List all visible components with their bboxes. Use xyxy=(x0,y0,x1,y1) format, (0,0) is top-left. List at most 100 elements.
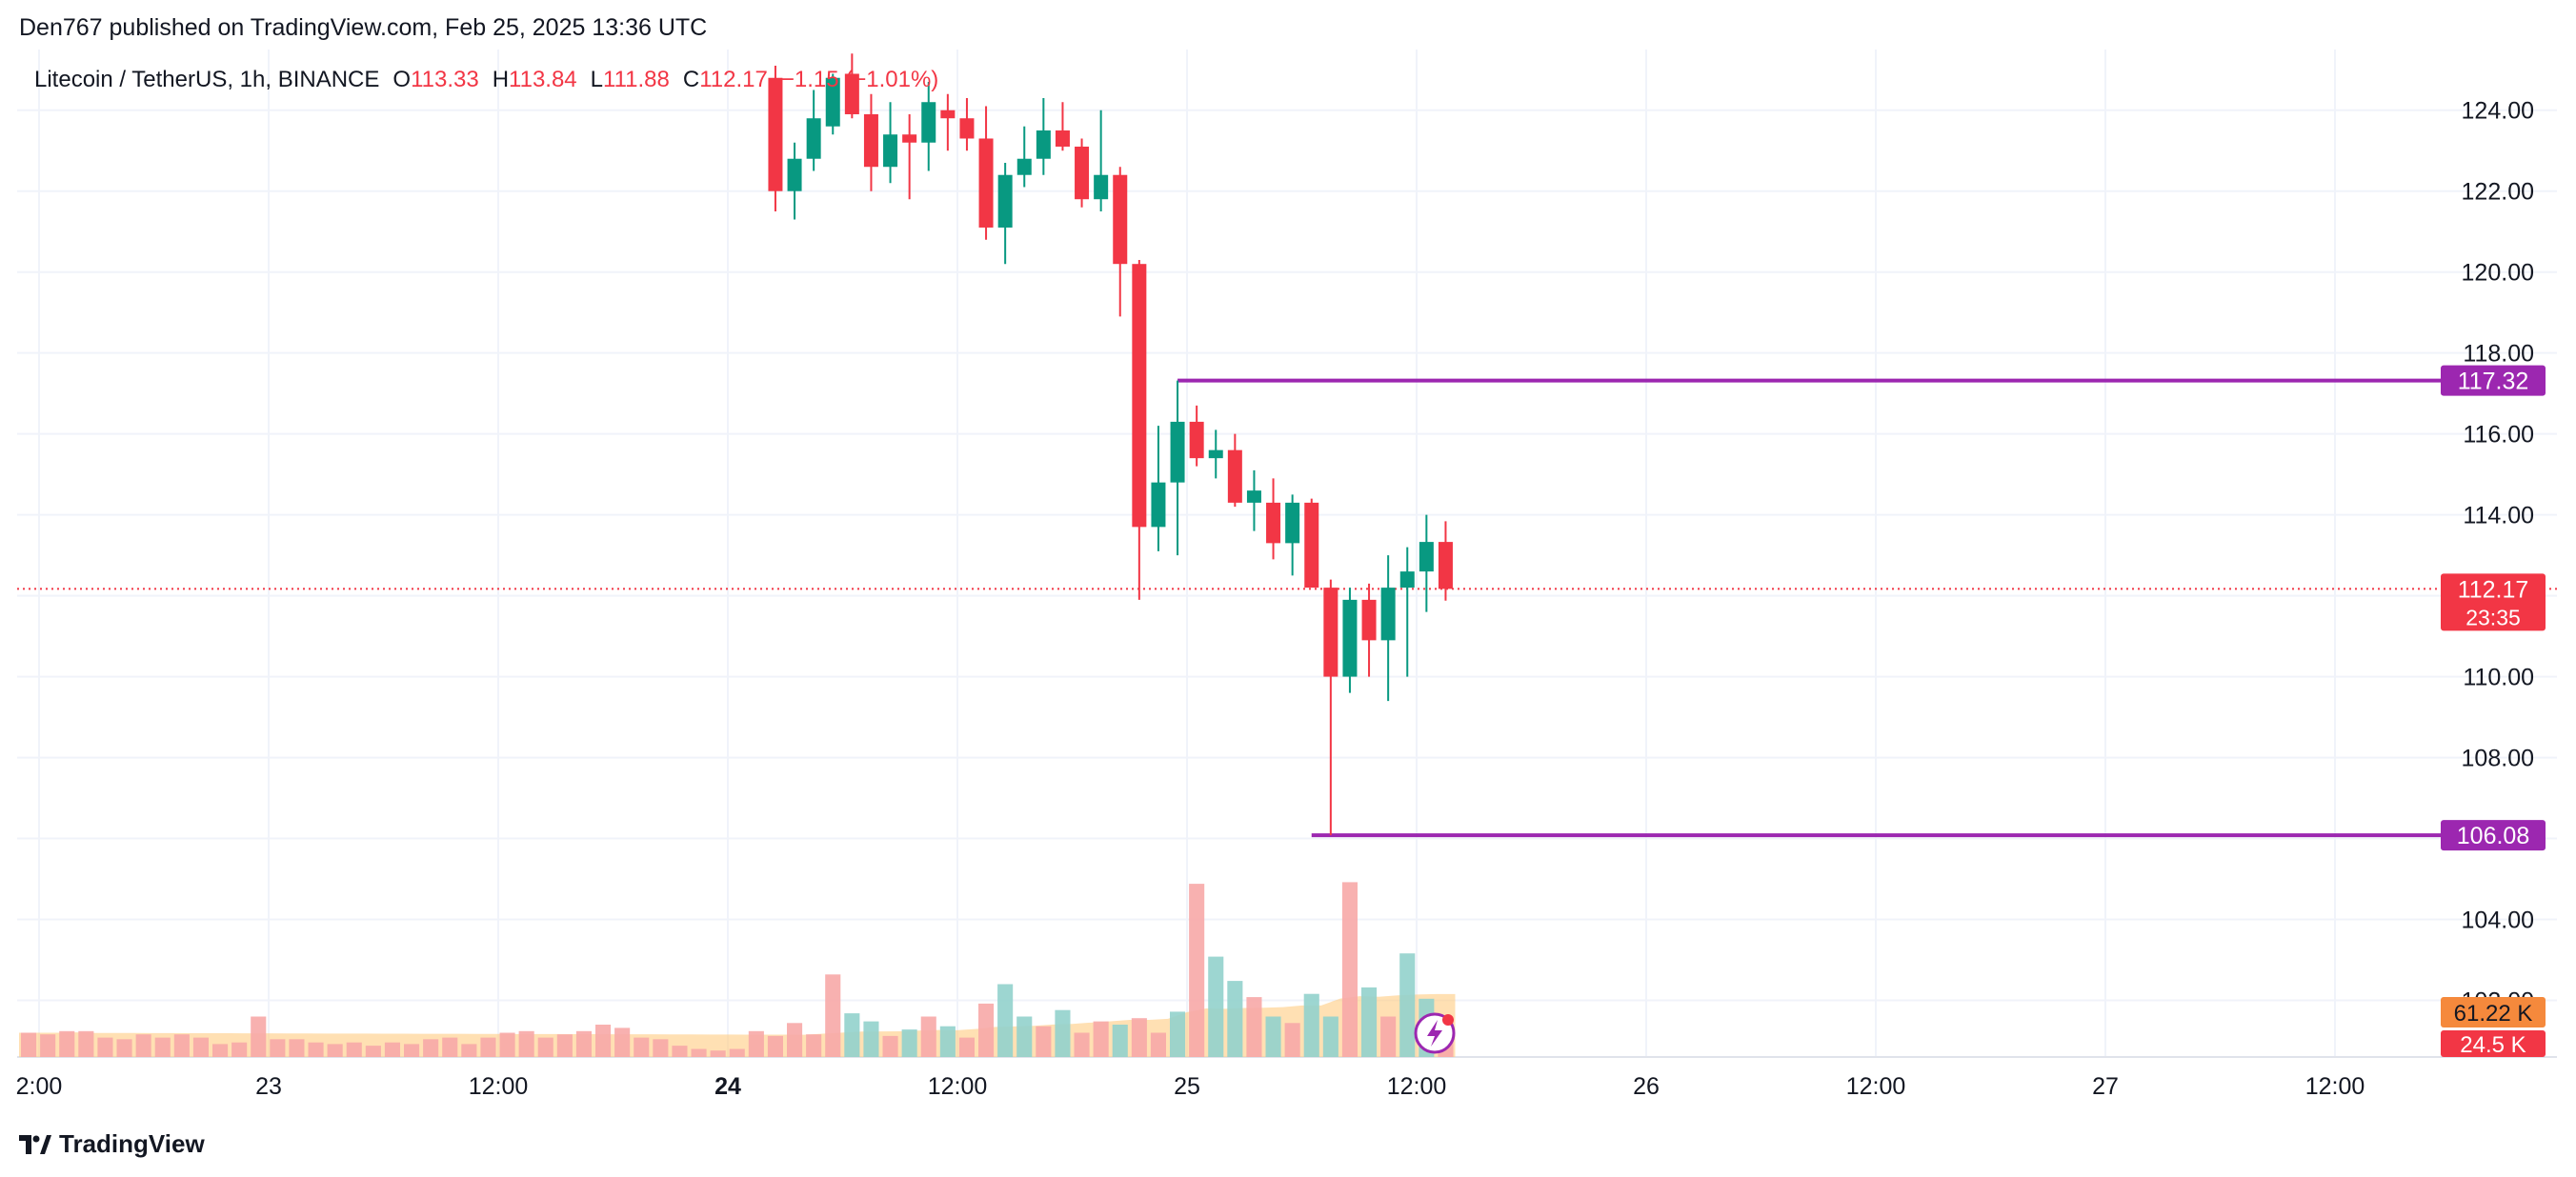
volume-bar xyxy=(78,1030,94,1057)
volume-bar xyxy=(729,1048,745,1057)
volume-bar xyxy=(404,1044,420,1057)
volume-bar xyxy=(882,1035,898,1057)
candle-body xyxy=(1380,588,1396,641)
volume-bar xyxy=(1246,997,1262,1057)
volume-bar xyxy=(710,1050,726,1057)
candles xyxy=(768,53,1453,836)
high-label: H xyxy=(492,67,510,92)
replay-lightning-icon[interactable] xyxy=(1414,1012,1456,1054)
volume-bar xyxy=(997,984,1014,1057)
price-tick-label: 108.00 xyxy=(2462,746,2534,772)
volume-bar xyxy=(575,1030,592,1057)
volume-bar xyxy=(346,1042,362,1057)
candle-body xyxy=(1304,502,1319,588)
candle-body xyxy=(1285,502,1300,544)
change-value: −1.15 (−1.01%) xyxy=(780,67,939,92)
volume-bar xyxy=(1055,1009,1071,1057)
volume-bar xyxy=(499,1032,515,1057)
volume-bar xyxy=(1208,956,1224,1057)
volume-bar xyxy=(251,1016,267,1057)
volume-bar xyxy=(1227,981,1243,1057)
candle-body xyxy=(921,102,936,143)
volume-bar xyxy=(1093,1021,1109,1057)
candle-body xyxy=(1323,588,1338,677)
volume-last-badge xyxy=(2441,1030,2546,1057)
candle-body xyxy=(1266,502,1281,544)
volume-bar xyxy=(1322,1016,1338,1057)
volume-bar xyxy=(1265,1016,1281,1057)
volume-last-text: 24.5 K xyxy=(2460,1032,2526,1058)
time-tick-label: 12:00 xyxy=(2305,1073,2365,1100)
resistance-price-text: 117.32 xyxy=(2458,369,2529,395)
chart-grid xyxy=(17,50,2557,1058)
open-label: O xyxy=(392,67,412,92)
symbol-legend[interactable]: Litecoin / TetherUS, 1h, BINANCE O 113.33… xyxy=(34,67,938,93)
price-axis[interactable]: 124.00122.00120.00118.00116.00114.00112.… xyxy=(2462,98,2534,1015)
volume-bar xyxy=(978,1003,995,1057)
time-tick-label: 27 xyxy=(2092,1073,2119,1100)
price-tick-label: 118.00 xyxy=(2463,341,2534,368)
volume-bar xyxy=(40,1034,56,1057)
volume-bar xyxy=(691,1048,707,1057)
candle-body xyxy=(1189,421,1204,459)
volume-bar xyxy=(135,1034,151,1057)
volume-bar xyxy=(1341,882,1358,1057)
time-tick-label: 12:00 xyxy=(1387,1073,1447,1100)
high-value: 113.84 xyxy=(509,67,577,92)
price-tick-label: 114.00 xyxy=(2463,503,2534,529)
open-value: 113.33 xyxy=(411,67,479,92)
candle-body xyxy=(1151,482,1166,528)
volume-bar xyxy=(748,1030,764,1057)
volume-bar xyxy=(116,1039,132,1057)
volume-bar xyxy=(231,1042,248,1057)
candle-body xyxy=(1361,599,1377,641)
volume-bar xyxy=(1112,1025,1128,1057)
volume-bar xyxy=(920,1016,936,1057)
support-price-badge xyxy=(2441,820,2546,851)
tradingview-logo[interactable]: TradingView xyxy=(19,1129,205,1159)
candle-body xyxy=(978,138,994,228)
candle-body xyxy=(768,77,783,191)
candle-body xyxy=(902,134,917,143)
volume-bar xyxy=(939,1026,956,1057)
volume-bar xyxy=(1380,1016,1397,1057)
volume-bar xyxy=(1036,1026,1052,1057)
candle-body xyxy=(844,73,859,114)
candle-body xyxy=(1132,264,1147,528)
volume-bar xyxy=(1016,1016,1033,1057)
volume-bar xyxy=(1303,993,1319,1057)
volume-bar xyxy=(1399,953,1416,1057)
candle-body xyxy=(1246,490,1261,503)
volume-bar xyxy=(806,1034,822,1057)
candle-body xyxy=(1055,130,1070,147)
volume-bar xyxy=(614,1027,631,1057)
candle-body xyxy=(806,118,821,159)
candle-body xyxy=(1399,571,1415,588)
volume-bar xyxy=(958,1037,975,1057)
candle-body xyxy=(1016,158,1032,175)
volume-bar xyxy=(1150,1032,1166,1057)
volume-bar xyxy=(537,1037,553,1057)
volume-bar xyxy=(1361,987,1378,1057)
price-tick-label: 104.00 xyxy=(2462,908,2534,934)
volume-bar xyxy=(212,1044,229,1057)
close-label: C xyxy=(682,67,700,92)
volume-ma-text: 61.22 K xyxy=(2454,1001,2533,1027)
price-tick-label: 120.00 xyxy=(2462,260,2534,287)
candle-body xyxy=(959,118,975,139)
volume-bar xyxy=(289,1039,305,1057)
resistance-price-badge xyxy=(2441,365,2546,396)
volume-bar xyxy=(844,1013,860,1057)
time-tick-label: 12:00 xyxy=(928,1073,988,1100)
brand-name: TradingView xyxy=(59,1129,205,1158)
volume-bar xyxy=(901,1029,917,1057)
candle-body xyxy=(787,158,802,191)
symbol-title[interactable]: Litecoin / TetherUS, 1h, BINANCE xyxy=(34,67,380,92)
horizontal-levels[interactable] xyxy=(1177,378,2441,838)
time-axis[interactable]: 2:00 23 12:00 24 12:00 25 12:00 26 12:00 27 12:00 xyxy=(16,1073,2365,1100)
candle-body xyxy=(1438,542,1453,589)
volume-bar xyxy=(97,1037,113,1057)
last-price-badge xyxy=(2441,573,2546,631)
price-tick-label: 116.00 xyxy=(2463,422,2534,449)
